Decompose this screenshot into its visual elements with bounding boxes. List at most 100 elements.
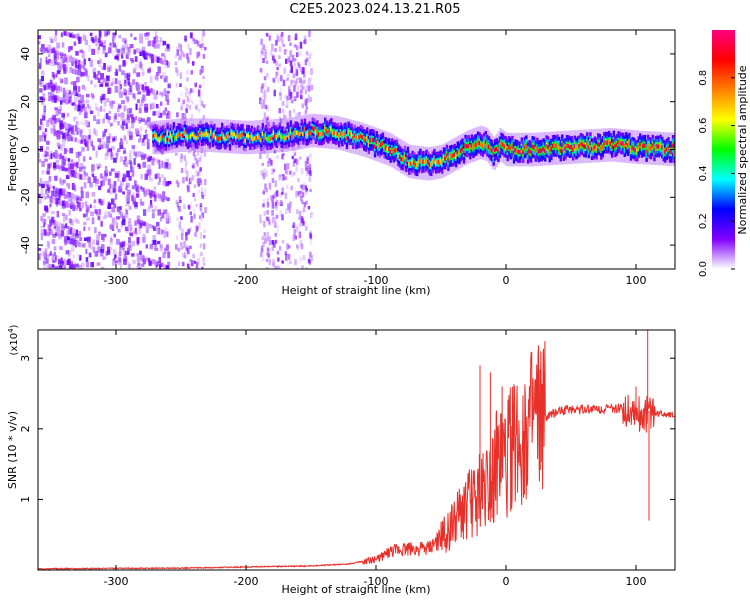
heatmap-cell: [450, 153, 453, 158]
heatmap-cell: [637, 144, 640, 150]
heatmap-cell: [268, 258, 271, 266]
heatmap-cell: [69, 227, 73, 235]
heatmap-cell: [281, 36, 284, 43]
heatmap-cell: [260, 248, 264, 253]
heatmap-cell: [305, 132, 308, 138]
heatmap-cell: [310, 211, 314, 216]
heatmap-cell: [277, 265, 281, 269]
heatmap-cell: [283, 49, 287, 55]
heatmap-cell: [96, 240, 100, 246]
heatmap-cell: [73, 162, 78, 167]
heatmap-cell: [363, 137, 366, 142]
heatmap-cell: [104, 234, 107, 238]
heatmap-cell: [186, 70, 189, 75]
heatmap-cell: [275, 60, 278, 67]
heatmap-cell: [76, 201, 81, 209]
heatmap-cell: [430, 163, 433, 168]
heatmap-cell: [370, 137, 374, 142]
heatmap-cell: [47, 224, 52, 231]
heatmap-cell: [49, 203, 52, 208]
heatmap-cell: [153, 186, 156, 190]
heatmap-cell: [131, 60, 135, 64]
heatmap-cell: [128, 205, 132, 210]
heatmap-cell: [203, 262, 206, 266]
heatmap-cell: [61, 226, 66, 230]
heatmap-cell: [395, 148, 399, 153]
heatmap-cell: [631, 145, 634, 150]
heatmap-cell: [87, 177, 91, 184]
heatmap-cell: [56, 119, 61, 123]
heatmap-cell: [138, 228, 141, 235]
heatmap-cell: [145, 33, 150, 40]
heatmap-cell: [250, 134, 254, 139]
heatmap-cell: [184, 35, 187, 41]
heatmap-cell: [98, 231, 101, 236]
heatmap-cell: [113, 203, 117, 209]
heatmap-cell: [278, 108, 281, 114]
heatmap-cell: [295, 71, 298, 77]
heatmap-cell: [107, 178, 111, 186]
heatmap-cell: [86, 146, 90, 151]
heatmap-cell: [137, 163, 141, 168]
heatmap-cell: [98, 198, 101, 204]
heatmap-cell: [175, 199, 179, 205]
heatmap-cell: [70, 159, 73, 163]
heatmap-cell: [52, 197, 56, 204]
heatmap-cell: [283, 136, 286, 141]
heatmap-cell: [148, 67, 152, 73]
heatmap-cell: [71, 170, 76, 177]
heatmap-cell: [74, 103, 78, 111]
heatmap-cell: [568, 145, 572, 150]
heatmap-cell: [44, 248, 48, 254]
heatmap-cell: [109, 46, 112, 53]
heatmap-cell: [52, 153, 57, 158]
heatmap-cell: [139, 51, 142, 56]
heatmap-cell: [182, 203, 186, 208]
heatmap-cell: [128, 218, 132, 225]
heatmap-cell: [106, 136, 111, 144]
heatmap-cell: [80, 65, 85, 69]
heatmap-cell: [292, 235, 295, 241]
heatmap-cell: [383, 145, 386, 150]
heatmap-cell: [295, 190, 298, 198]
heatmap-cell: [75, 263, 79, 268]
heatmap-cell: [290, 172, 294, 178]
heatmap-cell: [60, 52, 64, 56]
heatmap-cell: [409, 161, 413, 166]
heatmap-cell: [60, 123, 65, 129]
heatmap-cell: [113, 34, 117, 40]
heatmap-cell: [138, 165, 141, 169]
heatmap-cell: [126, 100, 130, 104]
heatmap-cell: [54, 175, 58, 181]
heatmap-cell: [57, 226, 60, 234]
heatmap-cell: [98, 142, 101, 148]
heatmap-cell: [102, 256, 106, 260]
heatmap-cell: [207, 132, 210, 138]
heatmap-cell: [44, 158, 48, 162]
heatmap-cell: [93, 205, 96, 209]
heatmap-cell: [161, 268, 165, 269]
heatmap-cell: [91, 217, 95, 225]
heatmap-cell: [119, 86, 122, 93]
heatmap-cell: [265, 258, 269, 262]
heatmap-cell: [83, 134, 87, 140]
heatmap-cell: [271, 56, 275, 61]
heatmap-cell: [174, 54, 178, 59]
heatmap-cell: [76, 161, 79, 169]
heatmap-cell: [135, 152, 138, 159]
heatmap-cell: [88, 57, 91, 62]
heatmap-cell: [286, 35, 290, 41]
snr-y-ticks: 123: [19, 355, 675, 503]
heatmap-cell: [75, 35, 78, 40]
heatmap-cell: [147, 208, 150, 213]
heatmap-cell: [277, 132, 280, 137]
heatmap-cell: [98, 30, 102, 38]
heatmap-cell: [106, 75, 110, 82]
heatmap-cell: [92, 239, 96, 245]
heatmap-cell: [272, 168, 276, 173]
heatmap-cell: [310, 68, 313, 75]
heatmap-cell: [68, 229, 71, 235]
heatmap-cell: [175, 244, 178, 250]
heatmap-cell: [673, 150, 675, 155]
heatmap-cell: [95, 150, 98, 158]
